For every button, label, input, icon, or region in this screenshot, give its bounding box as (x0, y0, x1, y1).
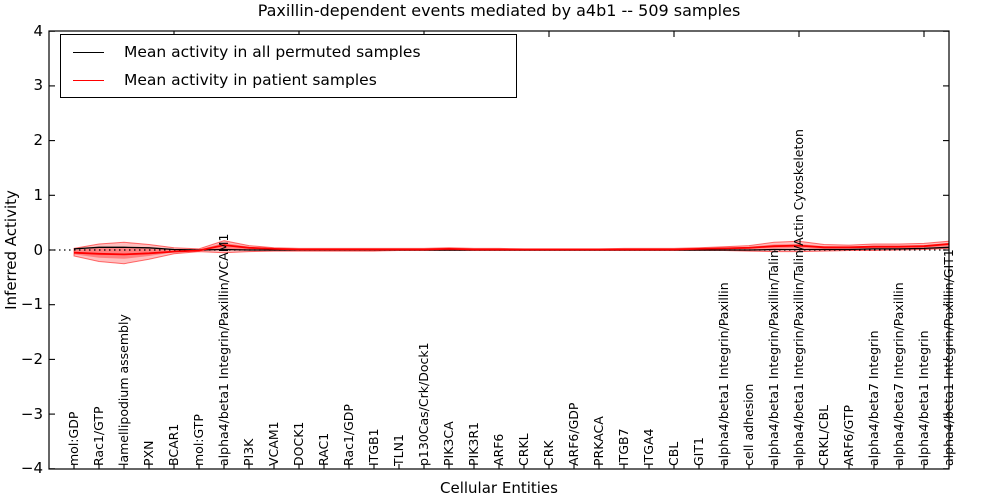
x-tick-label: alpha4/beta1 Integrin/Paxillin (716, 282, 731, 466)
x-tick-label: CRKL/CBL (816, 404, 831, 466)
y-axis-label: Inferred Activity (2, 190, 20, 310)
x-tick-label: alpha4/beta1 Integrin/Paxillin/VCAM1 (216, 233, 231, 466)
patient-mean-legend-line-icon (73, 79, 104, 81)
y-tick-label: −4 (20, 459, 43, 478)
x-tick-label: cell adhesion (741, 383, 756, 466)
x-tick-label: ARF6 (491, 433, 506, 466)
patient-activity-outer-band (73, 240, 950, 265)
x-tick-label: ARF6/GTP (841, 404, 856, 466)
x-tick-label: TLN1 (391, 434, 406, 466)
x-tick-label: Rac1/GTP (91, 406, 106, 466)
chart-title: Paxillin-dependent events mediated by a4… (257, 1, 741, 20)
legend-item: Mean activity in all permuted samples (61, 38, 516, 66)
legend-item: Mean activity in patient samples (61, 66, 516, 94)
x-tick-label: CBL (666, 441, 681, 466)
x-tick-label: ARF6/GDP (566, 402, 581, 466)
x-tick-label: p130Cas/Crk/Dock1 (416, 342, 431, 466)
x-tick-label: PI3K (241, 438, 256, 466)
x-tick-label: BCAR1 (166, 423, 181, 466)
x-tick-label: alpha4/beta7 Integrin (866, 330, 881, 466)
x-tick-label: CRK (541, 440, 556, 466)
x-tick-label: PIK3CA (441, 421, 456, 466)
x-tick-label: PRKACA (591, 416, 606, 466)
y-tick-label: 1 (33, 185, 43, 204)
x-tick-label: GIT1 (691, 437, 706, 466)
x-tick-label: Rac1/GDP (341, 404, 356, 466)
x-tick-label: alpha4/beta1 Integrin (916, 330, 931, 466)
y-tick-label: 2 (33, 131, 43, 150)
y-tick-label: −1 (20, 295, 43, 314)
y-tick-label: −3 (20, 404, 43, 423)
axis-ticks (49, 30, 950, 470)
legend-label: Mean activity in patient samples (124, 71, 377, 89)
x-tick-label: alpha4/beta1 Integrin/Paxillin/Talin/Act… (791, 129, 806, 466)
x-tick-label: mol:GTP (191, 414, 206, 466)
x-tick-label: ITGB7 (616, 428, 631, 466)
x-tick-label: PXN (141, 440, 156, 466)
legend-label: Mean activity in all permuted samples (124, 43, 421, 61)
x-tick-label: VCAM1 (266, 421, 281, 466)
x-tick-label: ITGB1 (366, 428, 381, 466)
legend: Mean activity in all permuted samples Me… (60, 34, 517, 98)
y-tick-label: 3 (33, 76, 43, 95)
x-tick-label: CRKL (516, 433, 531, 466)
x-tick-label: alpha4/beta1 Integrin/Paxillin/Talin (766, 250, 781, 466)
x-tick-label: mol:GDP (66, 411, 81, 466)
x-tick-label: PIK3R1 (466, 421, 481, 466)
y-tick-label: 0 (33, 240, 43, 259)
x-tick-label: alpha4/beta1 Integrin/Paxillin/GIT1 (941, 249, 956, 466)
patient-mean-line (73, 243, 950, 256)
permuted-mean-legend-line-icon (73, 51, 104, 53)
x-tick-label: RAC1 (316, 432, 331, 466)
x-axis-label: Cellular Entities (440, 479, 558, 497)
x-tick-label: lamellipodium assembly (116, 314, 131, 466)
y-tick-label: −2 (20, 349, 43, 368)
x-tick-label: alpha4/beta7 Integrin/Paxillin (891, 282, 906, 466)
x-tick-label: ITGA4 (641, 428, 656, 466)
y-tick-label: 4 (33, 21, 43, 40)
x-tick-label: DOCK1 (291, 421, 306, 466)
